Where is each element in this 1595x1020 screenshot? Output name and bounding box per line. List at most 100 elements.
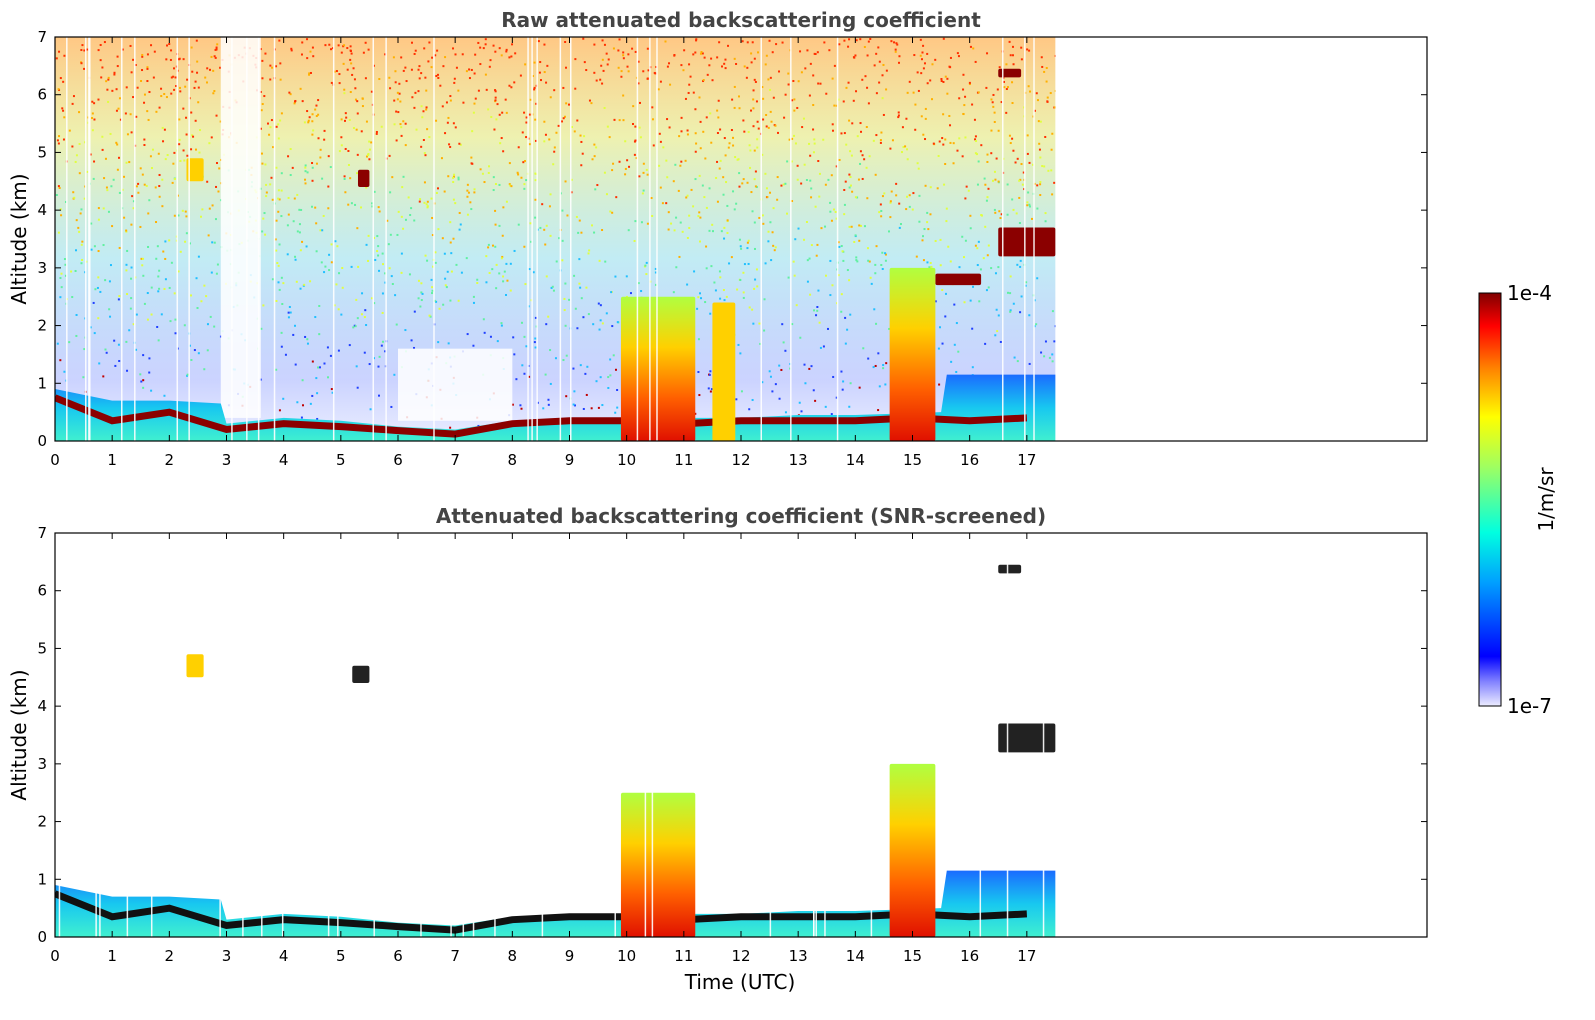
noise-pixel [112,178,115,181]
noise-pixel [743,65,746,68]
noise-pixel [539,79,542,82]
noise-pixel [370,141,373,144]
noise-pixel [447,116,450,119]
noise-pixel [696,307,699,310]
noise-pixel [434,54,437,57]
noise-pixel [274,238,277,241]
noise-pixel [78,230,81,233]
noise-pixel [920,115,923,118]
feature-aerosol-layer [712,302,736,441]
noise-pixel [891,139,894,142]
noise-pixel [835,104,838,107]
noise-pixel [875,52,878,55]
noise-pixel [488,65,491,68]
noise-pixel [55,193,58,196]
noise-pixel [462,101,465,104]
x-tick-label: 15 [903,947,922,965]
noise-pixel [142,354,145,357]
noise-pixel [470,208,473,211]
noise-pixel [632,105,635,108]
noise-pixel [949,141,952,144]
noise-pixel [510,185,513,188]
noise-pixel [432,265,435,268]
noise-pixel [184,240,187,243]
noise-pixel [761,381,764,384]
noise-pixel [815,254,818,257]
noise-pixel [694,178,697,181]
noise-pixel [769,88,772,91]
noise-pixel [609,374,612,377]
noise-pixel [435,75,438,78]
noise-pixel [942,143,945,146]
noise-pixel [593,71,596,74]
noise-pixel [164,278,167,281]
noise-pixel [701,184,704,187]
noise-pixel [452,175,455,178]
noise-pixel [107,100,110,103]
noise-pixel [747,262,750,265]
noise-pixel [986,153,989,156]
noise-pixel [520,321,523,324]
noise-pixel [772,207,775,210]
noise-pixel [590,407,593,410]
noise-pixel [943,183,946,186]
noise-pixel [908,205,911,208]
noise-pixel [913,54,916,57]
noise-pixel [335,283,338,286]
noise-pixel [304,164,307,167]
noise-pixel [519,74,522,77]
noise-pixel [474,53,477,56]
noise-pixel [117,156,120,159]
noise-pixel [333,304,336,307]
noise-pixel [1051,353,1054,356]
noise-pixel [209,315,212,318]
noise-pixel [62,80,65,83]
noise-pixel [618,119,621,122]
noise-pixel [859,162,862,165]
y-axis-label: Altitude (km) [7,173,31,304]
noise-pixel [91,100,94,103]
noise-pixel [793,98,796,101]
noise-pixel [665,202,668,205]
noise-pixel [311,360,314,363]
noise-pixel [1016,157,1019,160]
noise-pixel [101,148,104,151]
noise-pixel [323,362,326,365]
noise-pixel [956,149,959,152]
noise-pixel [684,97,687,100]
noise-pixel [761,214,764,217]
noise-pixel [1027,85,1030,88]
noise-pixel [163,93,166,96]
noise-pixel [880,131,883,134]
noise-pixel [681,230,684,233]
noise-pixel [365,120,368,123]
noise-pixel [794,142,797,145]
noise-pixel [1044,135,1047,138]
noise-pixel [415,128,418,131]
noise-pixel [419,198,422,201]
noise-pixel [566,214,569,217]
noise-pixel [534,216,537,219]
noise-pixel [448,143,451,146]
noise-pixel [139,225,142,228]
x-tick-label: 3 [222,451,232,469]
noise-pixel [1006,183,1009,186]
noise-pixel [343,177,346,180]
noise-pixel [205,295,208,298]
noise-pixel [1011,198,1014,201]
noise-pixel [583,135,586,138]
noise-pixel [859,224,862,227]
noise-pixel [771,390,774,393]
noise-pixel [535,102,538,105]
noise-pixel [1019,265,1022,268]
noise-pixel [64,263,67,266]
noise-pixel [912,192,915,195]
noise-pixel [393,123,396,126]
noise-pixel [654,271,657,274]
noise-pixel [793,109,796,112]
noise-pixel [550,286,553,289]
noise-pixel [627,53,630,56]
noise-pixel [356,317,359,320]
noise-pixel [752,107,755,110]
noise-pixel [944,292,947,295]
